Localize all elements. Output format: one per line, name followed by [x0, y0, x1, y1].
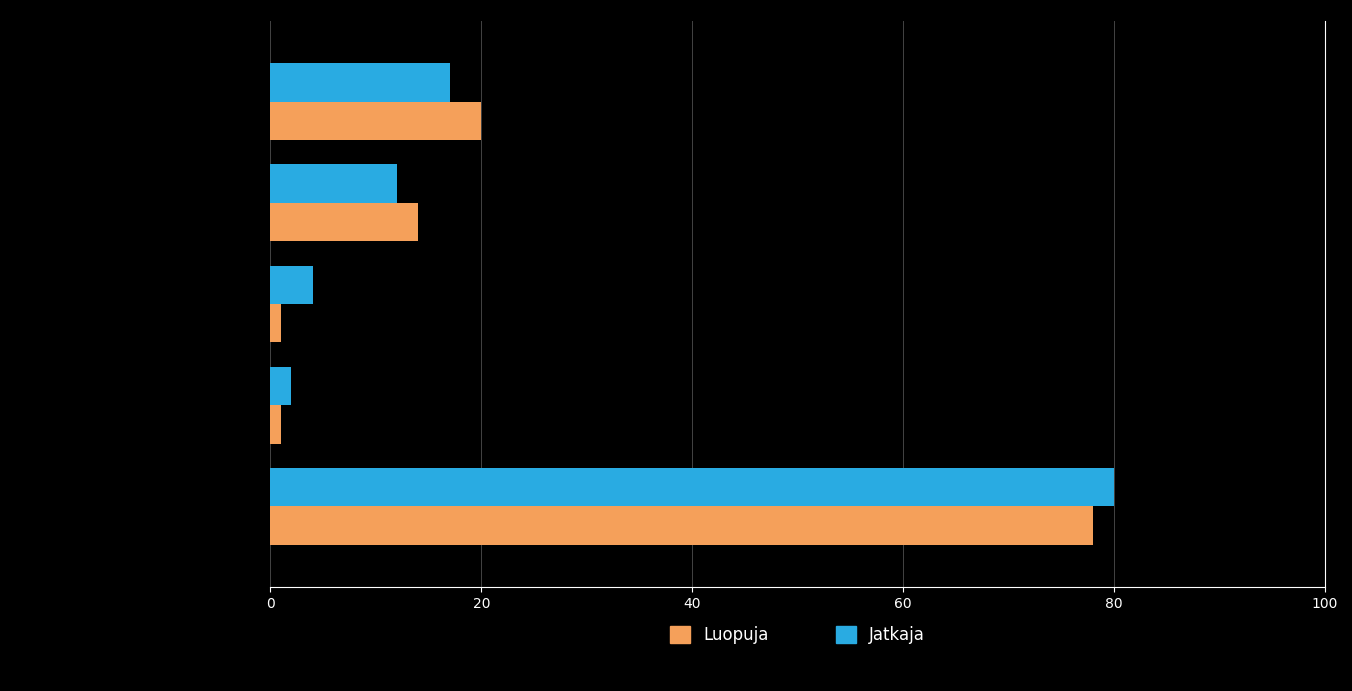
Bar — [270, 405, 281, 444]
Legend: Luopuja, Jatkaja: Luopuja, Jatkaja — [662, 618, 933, 653]
Bar — [270, 507, 1092, 545]
Bar — [270, 265, 312, 304]
Bar — [270, 203, 418, 241]
Bar — [270, 304, 281, 343]
Bar — [270, 367, 292, 405]
Bar — [270, 468, 1114, 507]
Bar — [270, 102, 481, 140]
Bar — [270, 64, 450, 102]
Bar — [270, 164, 397, 203]
